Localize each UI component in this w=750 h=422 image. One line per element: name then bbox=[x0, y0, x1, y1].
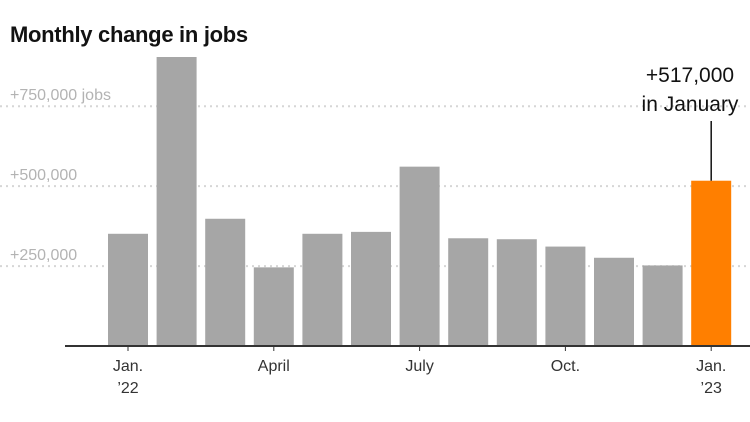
bars bbox=[108, 57, 732, 346]
bar bbox=[205, 218, 246, 346]
x-tick-label: Oct. bbox=[551, 358, 580, 375]
bar bbox=[156, 57, 197, 346]
bar bbox=[108, 233, 148, 346]
bar bbox=[253, 267, 294, 346]
x-tick-label: Jan. bbox=[113, 358, 143, 375]
x-tick-label: ’22 bbox=[117, 380, 138, 397]
x-tick-label: July bbox=[405, 358, 433, 375]
annotation-label: in January bbox=[642, 93, 739, 116]
x-tick-label: April bbox=[258, 358, 290, 375]
y-tick-label: +750,000 jobs bbox=[10, 87, 111, 104]
bar bbox=[642, 265, 683, 346]
y-tick-label: +500,000 bbox=[10, 167, 77, 184]
bar bbox=[302, 233, 343, 346]
chart-title: Monthly change in jobs bbox=[10, 22, 248, 47]
x-tick-labels: Jan. ’22 April July Oct. Jan. ’23 bbox=[113, 346, 726, 397]
bar bbox=[545, 246, 586, 346]
y-tick-label: +250,000 bbox=[10, 247, 77, 264]
bar bbox=[351, 231, 391, 346]
bar bbox=[399, 166, 440, 346]
x-tick-label: ’23 bbox=[701, 380, 722, 397]
x-tick-label: Jan. bbox=[696, 358, 726, 375]
annotation: +517,000 in January bbox=[642, 64, 739, 181]
y-tick-labels: +250,000 +500,000 +750,000 jobs bbox=[10, 87, 111, 264]
bar-highlight bbox=[691, 180, 732, 346]
annotation-value: +517,000 bbox=[646, 64, 734, 87]
bar bbox=[448, 238, 489, 346]
bar bbox=[496, 239, 537, 346]
bar bbox=[594, 257, 634, 346]
